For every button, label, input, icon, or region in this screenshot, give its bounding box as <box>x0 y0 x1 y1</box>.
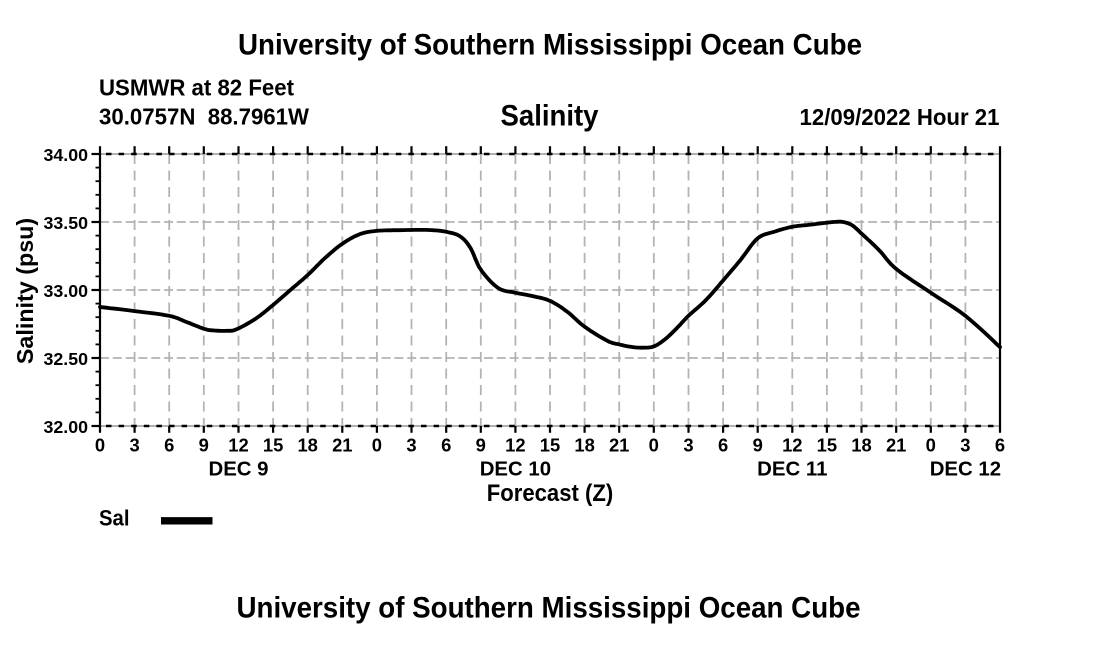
svg-text:0: 0 <box>372 435 382 456</box>
svg-text:DEC 12: DEC 12 <box>930 458 1001 480</box>
svg-text:Sal: Sal <box>99 506 130 531</box>
svg-text:9: 9 <box>199 435 209 456</box>
svg-text:6: 6 <box>164 435 174 456</box>
svg-text:15: 15 <box>263 435 283 456</box>
svg-text:6: 6 <box>441 435 451 456</box>
svg-text:0: 0 <box>649 435 659 456</box>
svg-text:18: 18 <box>851 435 871 456</box>
svg-text:12: 12 <box>782 435 802 456</box>
svg-text:33.50: 33.50 <box>44 213 89 233</box>
svg-text:USMWR at 82 Feet: USMWR at 82 Feet <box>99 74 294 100</box>
svg-text:12: 12 <box>505 435 525 456</box>
svg-text:21: 21 <box>609 435 629 456</box>
svg-text:3: 3 <box>960 435 970 456</box>
svg-text:21: 21 <box>886 435 906 456</box>
svg-text:18: 18 <box>574 435 594 456</box>
svg-text:12: 12 <box>228 435 248 456</box>
svg-text:DEC 10: DEC 10 <box>480 458 551 480</box>
svg-text:32.00: 32.00 <box>44 417 89 437</box>
svg-text:3: 3 <box>683 435 693 456</box>
svg-text:0: 0 <box>926 435 936 456</box>
svg-text:University of Southern Mississ: University of Southern Mississippi Ocean… <box>238 29 862 62</box>
svg-text:12/09/2022 Hour 21: 12/09/2022 Hour 21 <box>800 104 1000 130</box>
svg-text:30.0757N 88.7961W: 30.0757N 88.7961W <box>99 103 309 129</box>
svg-text:32.50: 32.50 <box>44 349 89 369</box>
svg-text:9: 9 <box>753 435 763 456</box>
svg-text:Salinity (psu): Salinity (psu) <box>12 218 38 364</box>
svg-text:0: 0 <box>95 435 105 456</box>
svg-text:33.00: 33.00 <box>44 281 89 301</box>
svg-text:3: 3 <box>406 435 416 456</box>
svg-text:University of Southern Mississ: University of Southern Mississippi Ocean… <box>237 592 861 625</box>
svg-text:18: 18 <box>297 435 317 456</box>
svg-text:21: 21 <box>332 435 352 456</box>
svg-text:15: 15 <box>540 435 560 456</box>
svg-text:15: 15 <box>817 435 837 456</box>
svg-text:DEC 11: DEC 11 <box>757 458 827 480</box>
svg-text:Salinity: Salinity <box>501 100 599 133</box>
svg-text:34.00: 34.00 <box>44 145 89 165</box>
svg-text:Forecast (Z): Forecast (Z) <box>487 480 614 507</box>
svg-text:9: 9 <box>476 435 486 456</box>
svg-text:DEC 9: DEC 9 <box>208 458 268 480</box>
svg-text:6: 6 <box>995 435 1005 456</box>
svg-text:6: 6 <box>718 435 728 456</box>
svg-text:3: 3 <box>129 435 139 456</box>
